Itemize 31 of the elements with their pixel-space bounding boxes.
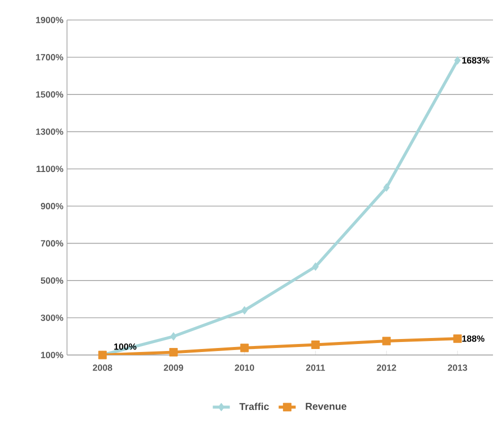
y-tick-label: 1500% — [36, 91, 64, 98]
x-tick-label: 2008 — [92, 364, 112, 371]
x-tick-label: 2012 — [376, 364, 396, 371]
y-tick-label: 300% — [40, 314, 64, 321]
point — [454, 56, 461, 65]
point — [170, 332, 177, 341]
point — [453, 334, 462, 343]
legend-label: Traffic — [239, 402, 269, 410]
point — [311, 340, 320, 349]
y-tick-label: 1900% — [36, 16, 64, 24]
point — [240, 344, 249, 352]
y-tick-label: 1300% — [36, 128, 64, 135]
point — [241, 306, 248, 315]
x-tick-label: 2010 — [234, 364, 254, 371]
y-tick-label: 100% — [41, 352, 64, 358]
data-label: 1683% — [462, 57, 490, 64]
point — [383, 183, 390, 192]
legend-label: Revenue — [306, 402, 346, 410]
x-tick-label: 2013 — [448, 364, 468, 371]
y-tick-label: 1100% — [36, 166, 64, 172]
y-tick-label: 500% — [40, 277, 64, 284]
x-tick-label: 2009 — [164, 364, 184, 371]
point — [382, 336, 391, 346]
data-label: 100% — [114, 343, 136, 350]
y-tick-label: 1700% — [36, 54, 64, 60]
y-tick-label: 900% — [40, 202, 64, 210]
point — [169, 348, 178, 356]
y-tick-label: 700% — [40, 240, 64, 247]
x-tick-label: 2011 — [306, 364, 325, 371]
data-label: 188% — [462, 335, 484, 342]
point — [312, 262, 319, 271]
